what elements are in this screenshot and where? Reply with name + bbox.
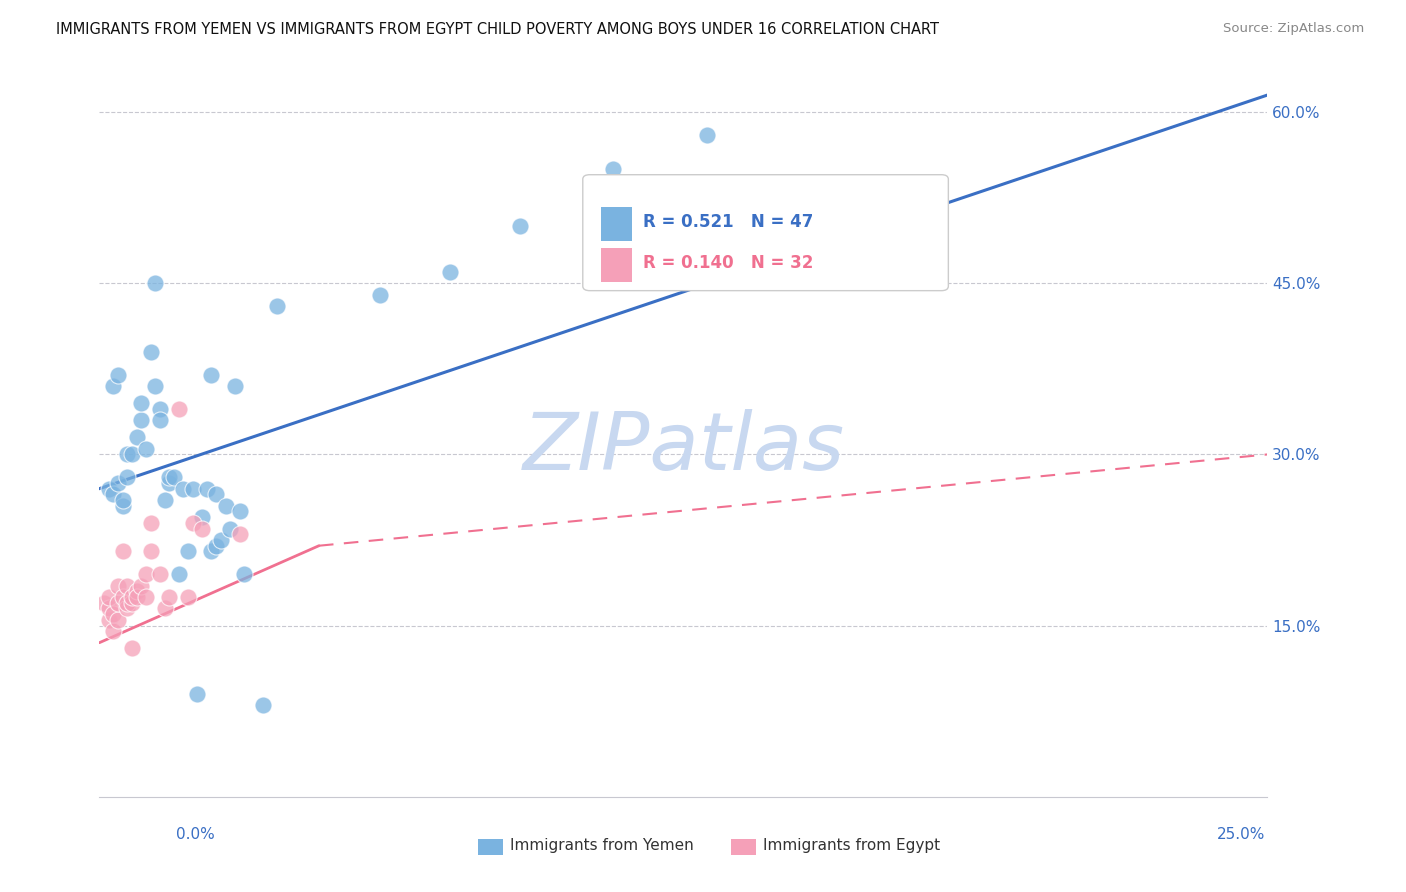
Point: [145, 277, 167, 291]
Point: [111, 499, 134, 513]
Point: [103, 487, 125, 501]
Point: [177, 590, 200, 604]
Point: [93, 596, 115, 610]
Point: [159, 470, 181, 484]
Point: [107, 475, 129, 490]
Point: [181, 482, 204, 496]
Point: [233, 567, 256, 582]
Text: Immigrants from Yemen: Immigrants from Yemen: [510, 838, 695, 853]
Point: [103, 624, 125, 639]
Point: [228, 527, 250, 541]
Point: [252, 698, 274, 713]
Point: [163, 470, 186, 484]
Point: [121, 596, 143, 610]
Point: [145, 379, 167, 393]
Point: [191, 522, 214, 536]
Point: [149, 401, 172, 416]
Point: [153, 493, 176, 508]
Point: [97, 613, 120, 627]
Point: [135, 567, 157, 582]
Point: [117, 596, 139, 610]
Point: [139, 544, 162, 558]
Point: [172, 482, 194, 496]
Text: R = 0.521   N = 47: R = 0.521 N = 47: [644, 213, 814, 231]
Point: [97, 601, 120, 615]
Point: [107, 613, 129, 627]
Text: Immigrants from Egypt: Immigrants from Egypt: [763, 838, 941, 853]
Point: [167, 567, 190, 582]
Point: [224, 379, 246, 393]
Point: [125, 430, 148, 444]
Point: [219, 522, 242, 536]
Point: [368, 287, 391, 301]
Point: [159, 590, 181, 604]
Point: [125, 584, 148, 599]
Text: IMMIGRANTS FROM YEMEN VS IMMIGRANTS FROM EGYPT CHILD POVERTY AMONG BOYS UNDER 16: IMMIGRANTS FROM YEMEN VS IMMIGRANTS FROM…: [56, 22, 939, 37]
Text: Source: ZipAtlas.com: Source: ZipAtlas.com: [1223, 22, 1364, 36]
Point: [167, 401, 190, 416]
Point: [125, 590, 148, 604]
Point: [139, 344, 162, 359]
Point: [107, 368, 129, 382]
Point: [181, 516, 204, 530]
Point: [205, 539, 228, 553]
Point: [117, 579, 139, 593]
Point: [135, 590, 157, 604]
Point: [266, 299, 288, 313]
Point: [214, 499, 236, 513]
Point: [509, 219, 531, 234]
Point: [159, 475, 181, 490]
Point: [111, 544, 134, 558]
Point: [117, 601, 139, 615]
Point: [439, 265, 461, 279]
Point: [103, 607, 125, 622]
Point: [228, 504, 250, 518]
Point: [117, 470, 139, 484]
Point: [135, 442, 157, 456]
Point: [696, 128, 718, 142]
Point: [209, 533, 232, 547]
Point: [107, 596, 129, 610]
Point: [191, 510, 214, 524]
Point: [121, 590, 143, 604]
Point: [121, 447, 143, 461]
Point: [139, 516, 162, 530]
Point: [111, 493, 134, 508]
Point: [117, 447, 139, 461]
Point: [131, 413, 153, 427]
Point: [602, 162, 624, 177]
Point: [121, 641, 143, 656]
Text: ZIPatlas: ZIPatlas: [522, 409, 845, 487]
Point: [107, 579, 129, 593]
Point: [111, 590, 134, 604]
Point: [153, 601, 176, 615]
Point: [149, 413, 172, 427]
Point: [103, 379, 125, 393]
Point: [200, 544, 222, 558]
Text: 0.0%: 0.0%: [176, 827, 215, 841]
Point: [97, 590, 120, 604]
Text: R = 0.140   N = 32: R = 0.140 N = 32: [644, 254, 814, 272]
Point: [131, 396, 153, 410]
Text: 25.0%: 25.0%: [1218, 827, 1265, 841]
Point: [200, 368, 222, 382]
Point: [149, 567, 172, 582]
Point: [177, 544, 200, 558]
Point: [205, 487, 228, 501]
Point: [131, 579, 153, 593]
Point: [97, 482, 120, 496]
Point: [186, 687, 208, 701]
Point: [195, 482, 218, 496]
